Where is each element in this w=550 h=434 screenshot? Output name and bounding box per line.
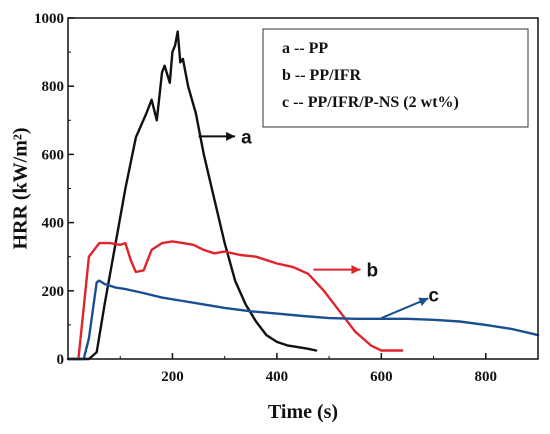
data-series: [66, 30, 540, 361]
series-line-a: [66, 30, 318, 361]
legend: a -- PP b -- PP/IFR c -- PP/IFR/P-NS (2 …: [262, 28, 529, 128]
x-tick-label: 400: [266, 369, 289, 385]
y-tick-label: 200: [42, 284, 65, 300]
annotation-arrowhead-c: [418, 297, 429, 306]
legend-entry-c: c -- PP/IFR/P-NS (2 wt%): [282, 94, 459, 111]
y-axis-title: HRR (kW/m²): [10, 127, 32, 249]
y-tick-label: 1000: [34, 11, 64, 27]
x-axis-title: Time (s): [268, 401, 338, 423]
legend-entry-b: b -- PP/IFR: [282, 67, 362, 84]
annotation-label-b: b: [366, 261, 378, 282]
y-tick-label: 600: [42, 147, 65, 163]
annotation-arrowhead-b: [351, 265, 361, 275]
legend-box: [262, 28, 529, 128]
y-tick-label: 400: [42, 216, 65, 232]
curve-annotations: a b c: [198, 127, 439, 320]
y-tick-label: 800: [42, 79, 65, 95]
series-line-c: [66, 279, 540, 361]
plot-area-frame: [67, 17, 539, 360]
annotation-label-a: a: [241, 127, 252, 148]
x-tick-label: 200: [161, 369, 184, 385]
y-tick-label: 0: [57, 352, 65, 368]
annotation-label-c: c: [428, 285, 439, 306]
series-line-b: [66, 240, 404, 361]
x-axis-ticks: 200 400 600 800: [119, 353, 498, 385]
legend-entry-a: a -- PP: [282, 40, 328, 57]
x-tick-label: 800: [475, 369, 498, 385]
x-tick-label: 600: [370, 369, 393, 385]
annotation-arrowhead-a: [226, 131, 236, 141]
